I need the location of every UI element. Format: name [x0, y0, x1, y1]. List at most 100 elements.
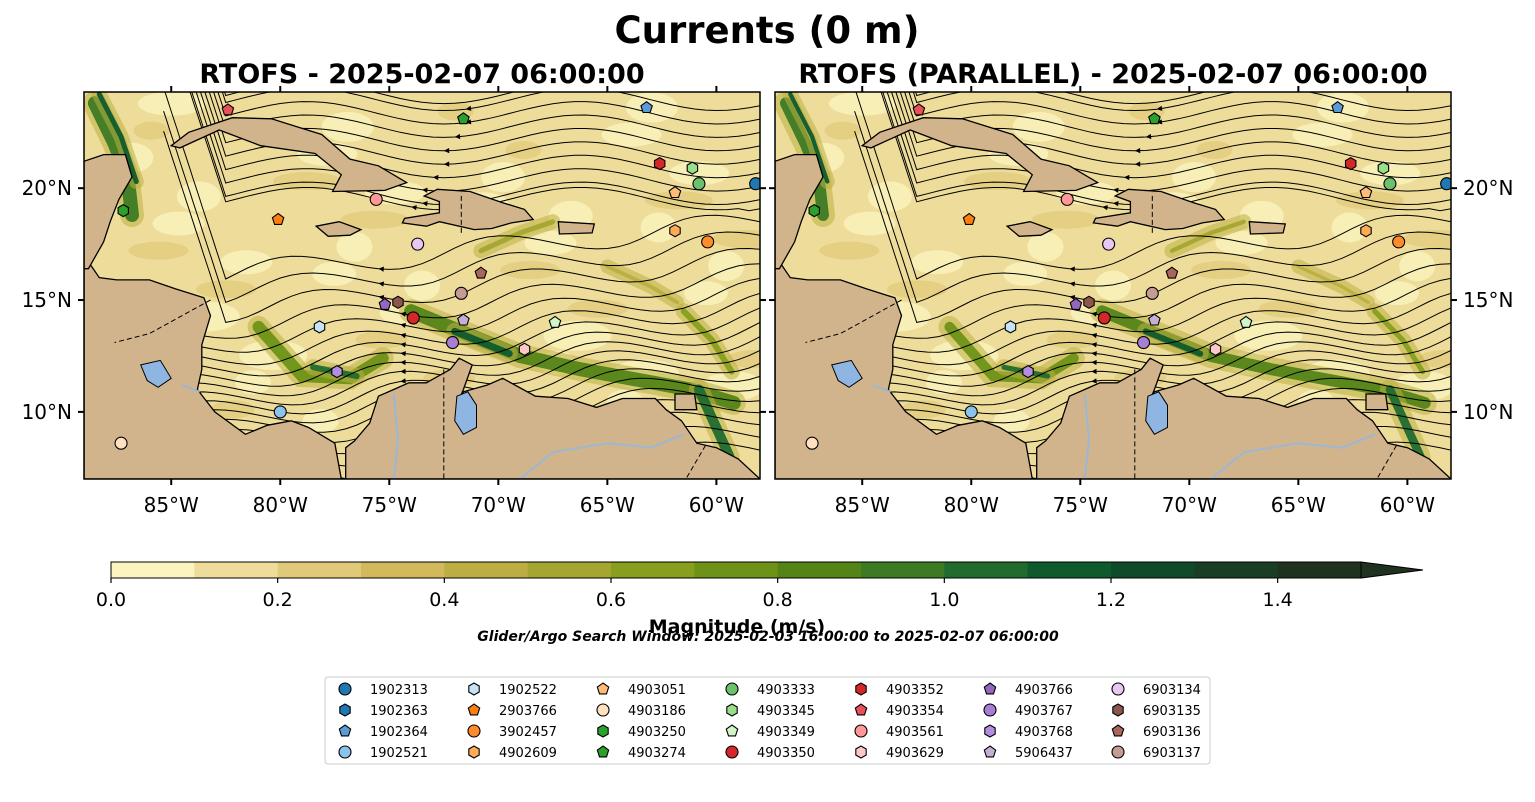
land-hispaniola: [401, 188, 535, 231]
float-marker-4903352: [653, 156, 666, 171]
land-yucatan: [84, 153, 133, 270]
float-marker-1902521: [964, 405, 978, 419]
legend-label: 4903350: [757, 746, 815, 761]
legend-item: 4903333: [725, 682, 815, 698]
streamline-arrow: [1134, 161, 1141, 167]
legend-marker-icon: [983, 703, 997, 717]
x-tick-label: 75°W: [362, 493, 417, 517]
legend-item: 4903354: [854, 703, 944, 719]
legend-label: 2903766: [499, 704, 557, 719]
streamline-arrow: [1156, 105, 1163, 111]
float-marker-6903135: [1083, 295, 1095, 309]
float-marker-1902522: [313, 320, 326, 334]
float-marker-4903345: [1377, 161, 1390, 175]
streamline: [880, 92, 1451, 212]
colorbar-bin: [861, 562, 945, 578]
lake: [140, 359, 172, 388]
float-marker-4903274: [457, 112, 470, 125]
colorbar-tick-label: 0.4: [429, 589, 459, 611]
legend-marker-icon: [338, 745, 352, 759]
border: [685, 445, 706, 479]
current-core: [1296, 264, 1370, 304]
colorbar-bin: [111, 562, 195, 578]
float-marker-4903350: [1097, 311, 1111, 325]
float-marker-4903345: [686, 161, 699, 175]
float-marker-4903350: [406, 311, 420, 325]
current-core: [96, 92, 139, 184]
colorbar-label: Magnitude (m/s): [649, 616, 826, 638]
legend-marker-icon: [855, 745, 867, 759]
float-marker-4903767: [1136, 335, 1151, 350]
legend-marker-icon: [854, 703, 868, 716]
float-marker-1902313: [1440, 177, 1451, 191]
streamline-arrow: [400, 378, 406, 384]
streamline-arrow: [1091, 342, 1097, 348]
streamline-arrow: [400, 333, 406, 339]
float-marker-1902364: [640, 101, 653, 114]
colorbar-bin: [1111, 562, 1195, 578]
float-marker-1902313: [749, 177, 760, 191]
streamline: [191, 92, 760, 206]
streamline-arrow: [454, 133, 461, 140]
river: [519, 433, 685, 479]
legend-item: 1902522: [468, 682, 557, 698]
legend-label: 4903051: [628, 683, 686, 698]
legend-marker-icon: [1111, 682, 1125, 696]
float-marker-4903766: [378, 297, 392, 310]
float-marker-1902522: [1004, 320, 1017, 334]
legend-marker-icon: [855, 682, 867, 696]
lake: [1145, 391, 1168, 435]
legend-item: 4902609: [468, 745, 557, 761]
colorbar-extend-arrow: [1360, 561, 1424, 579]
legend-item: 4903768: [984, 724, 1073, 740]
x-tick-label: 75°W: [1053, 493, 1108, 517]
legend-label: 4903186: [628, 704, 686, 719]
legend-marker-icon: [1111, 745, 1125, 759]
streamline-arrow: [400, 368, 406, 375]
colorbar-bin: [1194, 562, 1279, 578]
legend-marker-icon: [726, 703, 738, 717]
land-puertoRico: [557, 221, 596, 235]
search-window-text: Glider/Argo Search Window: 2025-02-03 16…: [477, 629, 1059, 645]
legend-item: 4903767: [983, 703, 1073, 719]
land-cuba: [860, 117, 1100, 193]
streamline: [200, 92, 760, 179]
float-marker-4903274: [1148, 112, 1161, 125]
streamline: [912, 92, 1451, 112]
x-tick-label: 80°W: [253, 493, 308, 517]
streamline: [854, 111, 1451, 304]
river: [872, 384, 891, 393]
legend-marker-icon: [596, 682, 610, 695]
streamline-arrow: [411, 205, 417, 211]
legend-label: 1902313: [370, 683, 428, 698]
legend-label: 6903136: [1143, 725, 1201, 740]
streamline-arrow: [400, 351, 406, 357]
streamline-arrow: [1069, 266, 1075, 272]
float-marker-4903333: [1383, 177, 1397, 191]
float-marker-4903352: [1344, 156, 1357, 171]
legend-item: 6903137: [1111, 745, 1201, 761]
land-trinidad: [674, 393, 698, 411]
float-marker-4903333: [692, 177, 706, 191]
float-marker-4903051: [668, 186, 682, 199]
colorbar: 0.0 0.2 0.4 0.6 0.8 1.0 1.2 1.4: [96, 561, 1424, 611]
legend-marker-icon: [339, 703, 351, 717]
streamline-arrow: [1091, 311, 1097, 317]
streamline-arrow: [1145, 133, 1152, 140]
streamline-arrow: [465, 105, 472, 111]
map-panel-1: RTOFS - 2025-02-07 06:00:00 85°W 80°W 75°W 7…: [22, 59, 766, 517]
x-tick-label: 85°W: [144, 493, 199, 517]
streamline-arrow: [422, 187, 428, 193]
float-marker-4903354: [912, 103, 926, 116]
legend-label: 4903766: [1015, 683, 1073, 698]
float-marker-6903134: [411, 237, 425, 251]
legend-item: 2903766: [467, 703, 557, 719]
land-yucatan: [775, 153, 824, 270]
figure-title: Currents (0 m): [614, 9, 919, 52]
legend-item: 4903274: [596, 745, 686, 761]
legend-label: 4903767: [1015, 704, 1073, 719]
colorbar-bin: [1027, 562, 1112, 578]
float-marker-4903051: [1359, 186, 1373, 199]
float-marker-4903250: [808, 203, 820, 218]
